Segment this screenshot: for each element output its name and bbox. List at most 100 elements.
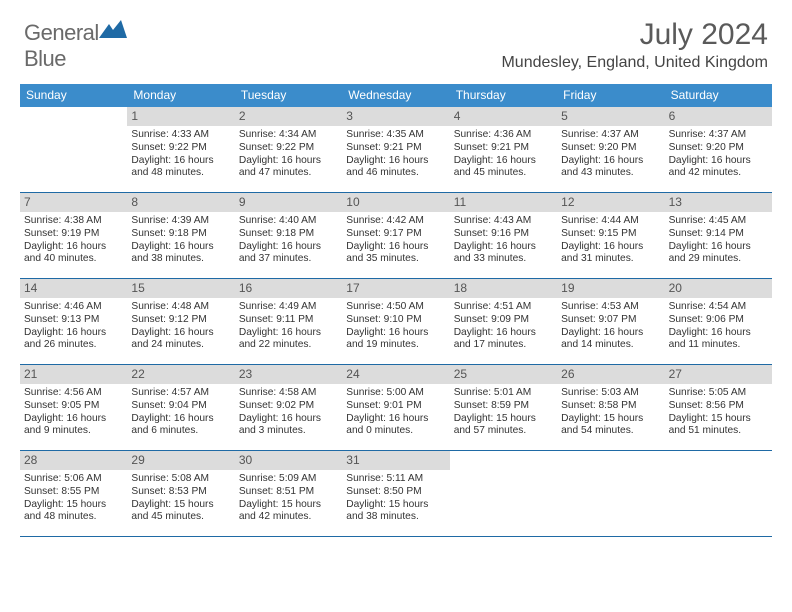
sunset-text: Sunset: 9:22 PM [131, 142, 230, 155]
day-number: 7 [20, 193, 127, 212]
sunrise-text: Sunrise: 4:57 AM [131, 387, 230, 400]
calendar-cell: 29Sunrise: 5:08 AMSunset: 8:53 PMDayligh… [127, 451, 234, 537]
day-number: 23 [235, 365, 342, 384]
calendar: SundayMondayTuesdayWednesdayThursdayFrid… [20, 84, 772, 537]
sunrise-text: Sunrise: 5:05 AM [669, 387, 768, 400]
calendar-cell: 24Sunrise: 5:00 AMSunset: 9:01 PMDayligh… [342, 365, 449, 451]
day-number: 16 [235, 279, 342, 298]
logo-triangle-icon [99, 18, 127, 40]
daylight-text: Daylight: 16 hours and 45 minutes. [454, 155, 553, 181]
daylight-text: Daylight: 16 hours and 0 minutes. [346, 413, 445, 439]
daylight-text: Daylight: 15 hours and 48 minutes. [24, 499, 123, 525]
calendar-cell: 31Sunrise: 5:11 AMSunset: 8:50 PMDayligh… [342, 451, 449, 537]
sunrise-text: Sunrise: 4:34 AM [239, 129, 338, 142]
day-number: 9 [235, 193, 342, 212]
calendar-cell: 19 Sunrise: 4:53 AMSunset: 9:07 PMDayligh… [557, 279, 664, 365]
weekday-header: Wednesday [342, 84, 449, 107]
sunset-text: Sunset: 8:55 PM [24, 486, 123, 499]
daylight-text: Daylight: 15 hours and 38 minutes. [346, 499, 445, 525]
sunrise-text: Sunrise: 4:50 AM [346, 301, 445, 314]
daylight-text: Daylight: 16 hours and 24 minutes. [131, 327, 230, 353]
sunrise-text: Sunrise: 4:58 AM [239, 387, 338, 400]
daylight-text: Daylight: 16 hours and 6 minutes. [131, 413, 230, 439]
day-number: 3 [342, 107, 449, 126]
calendar-cell: 9Sunrise: 4:40 AMSunset: 9:18 PMDaylight… [235, 193, 342, 279]
calendar-cell: 12Sunrise: 4:44 AMSunset: 9:15 PMDayligh… [557, 193, 664, 279]
daylight-text: Daylight: 16 hours and 14 minutes. [561, 327, 660, 353]
sunset-text: Sunset: 8:56 PM [669, 400, 768, 413]
calendar-cell [450, 451, 557, 537]
day-number: 10 [342, 193, 449, 212]
sunrise-text: Sunrise: 4:35 AM [346, 129, 445, 142]
weekday-header: Saturday [665, 84, 772, 107]
calendar-cell: 21Sunrise: 4:56 AMSunset: 9:05 PMDayligh… [20, 365, 127, 451]
day-number: 11 [450, 193, 557, 212]
sunset-text: Sunset: 9:21 PM [454, 142, 553, 155]
sunset-text: Sunset: 9:10 PM [346, 314, 445, 327]
sunset-text: Sunset: 9:07 PM [561, 314, 660, 327]
day-number: 28 [20, 451, 127, 470]
sunrise-text: Sunrise: 4:56 AM [24, 387, 123, 400]
calendar-cell: 2Sunrise: 4:34 AMSunset: 9:22 PMDaylight… [235, 107, 342, 193]
sunset-text: Sunset: 9:18 PM [131, 228, 230, 241]
sunset-text: Sunset: 9:22 PM [239, 142, 338, 155]
calendar-cell: 1Sunrise: 4:33 AMSunset: 9:22 PMDaylight… [127, 107, 234, 193]
day-number: 15 [127, 279, 234, 298]
daylight-text: Daylight: 16 hours and 31 minutes. [561, 241, 660, 267]
daylight-text: Daylight: 16 hours and 11 minutes. [669, 327, 768, 353]
weekday-header: Thursday [450, 84, 557, 107]
day-number: 5 [557, 107, 664, 126]
sunset-text: Sunset: 9:16 PM [454, 228, 553, 241]
daylight-text: Daylight: 15 hours and 54 minutes. [561, 413, 660, 439]
sunset-text: Sunset: 9:21 PM [346, 142, 445, 155]
daylight-text: Daylight: 16 hours and 46 minutes. [346, 155, 445, 181]
sunset-text: Sunset: 9:19 PM [24, 228, 123, 241]
daylight-text: Daylight: 16 hours and 42 minutes. [669, 155, 768, 181]
sunrise-text: Sunrise: 4:40 AM [239, 215, 338, 228]
day-number: 25 [450, 365, 557, 384]
day-number: 8 [127, 193, 234, 212]
day-number: 19 [557, 279, 664, 298]
weekday-header: Monday [127, 84, 234, 107]
daylight-text: Daylight: 16 hours and 19 minutes. [346, 327, 445, 353]
daylight-text: Daylight: 16 hours and 33 minutes. [454, 241, 553, 267]
calendar-cell: 15Sunrise: 4:48 AMSunset: 9:12 PMDayligh… [127, 279, 234, 365]
sunrise-text: Sunrise: 4:51 AM [454, 301, 553, 314]
logo-word1: General [24, 20, 99, 45]
sunset-text: Sunset: 8:50 PM [346, 486, 445, 499]
sunset-text: Sunset: 9:14 PM [669, 228, 768, 241]
day-number: 21 [20, 365, 127, 384]
calendar-header-row: SundayMondayTuesdayWednesdayThursdayFrid… [20, 84, 772, 107]
daylight-text: Daylight: 16 hours and 35 minutes. [346, 241, 445, 267]
daylight-text: Daylight: 15 hours and 57 minutes. [454, 413, 553, 439]
daylight-text: Daylight: 16 hours and 3 minutes. [239, 413, 338, 439]
sunrise-text: Sunrise: 4:53 AM [561, 301, 660, 314]
calendar-cell: 27Sunrise: 5:05 AMSunset: 8:56 PMDayligh… [665, 365, 772, 451]
day-number: 24 [342, 365, 449, 384]
calendar-cell: 26Sunrise: 5:03 AMSunset: 8:58 PMDayligh… [557, 365, 664, 451]
calendar-cell: 11Sunrise: 4:43 AMSunset: 9:16 PMDayligh… [450, 193, 557, 279]
calendar-cell: 20Sunrise: 4:54 AMSunset: 9:06 PMDayligh… [665, 279, 772, 365]
sunset-text: Sunset: 8:59 PM [454, 400, 553, 413]
daylight-text: Daylight: 15 hours and 42 minutes. [239, 499, 338, 525]
calendar-cell: 23Sunrise: 4:58 AMSunset: 9:02 PMDayligh… [235, 365, 342, 451]
page-title: July 2024 [501, 18, 768, 52]
weekday-header: Friday [557, 84, 664, 107]
sunrise-text: Sunrise: 5:11 AM [346, 473, 445, 486]
sunrise-text: Sunrise: 4:39 AM [131, 215, 230, 228]
day-number: 20 [665, 279, 772, 298]
calendar-cell [20, 107, 127, 193]
calendar-cell: 28Sunrise: 5:06 AMSunset: 8:55 PMDayligh… [20, 451, 127, 537]
day-number: 12 [557, 193, 664, 212]
daylight-text: Daylight: 15 hours and 51 minutes. [669, 413, 768, 439]
sunrise-text: Sunrise: 4:37 AM [669, 129, 768, 142]
day-number: 30 [235, 451, 342, 470]
title-block: July 2024 Mundesley, England, United Kin… [501, 18, 768, 72]
day-number: 26 [557, 365, 664, 384]
sunset-text: Sunset: 9:12 PM [131, 314, 230, 327]
daylight-text: Daylight: 16 hours and 47 minutes. [239, 155, 338, 181]
weekday-header: Sunday [20, 84, 127, 107]
calendar-cell: 25Sunrise: 5:01 AMSunset: 8:59 PMDayligh… [450, 365, 557, 451]
sunrise-text: Sunrise: 5:03 AM [561, 387, 660, 400]
sunset-text: Sunset: 9:17 PM [346, 228, 445, 241]
